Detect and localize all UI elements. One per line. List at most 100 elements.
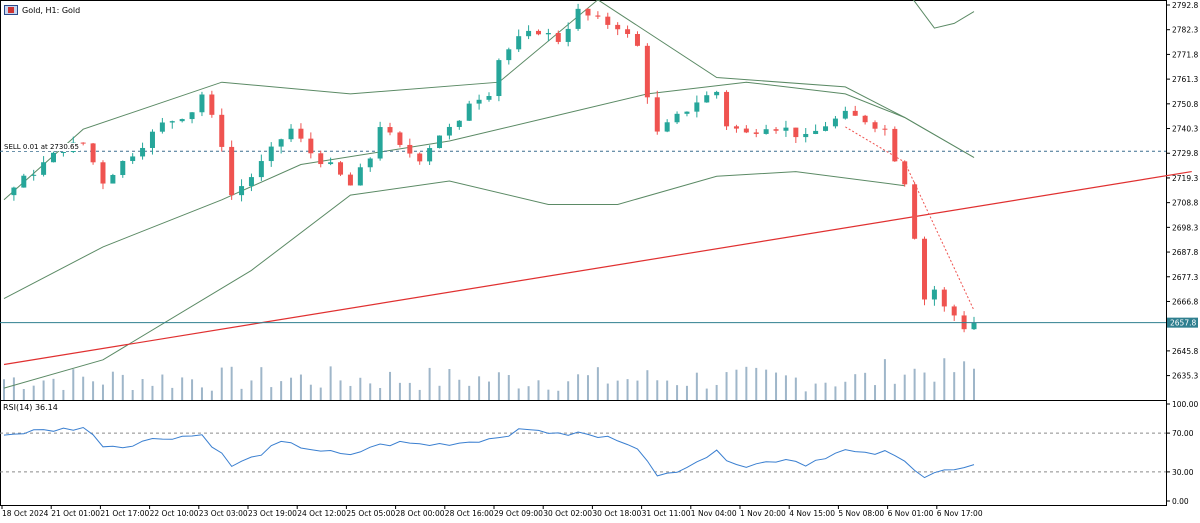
candle-body — [476, 99, 482, 104]
y-tick-label: 2750.8 — [1172, 100, 1198, 109]
y-tick-label: 2740.3 — [1172, 125, 1198, 134]
candle-body — [387, 127, 393, 133]
candle-body — [41, 162, 47, 175]
candle-body — [120, 161, 126, 176]
candle-body — [506, 49, 512, 61]
candle-body — [338, 162, 344, 175]
band-lower-line — [3, 171, 905, 389]
candle-body — [733, 126, 739, 129]
rsi-y-tick-label: 70.00 — [1172, 429, 1194, 438]
x-tick-label: 6 Nov 17:00 — [937, 509, 983, 518]
candle-body — [248, 177, 254, 187]
candle-body — [328, 162, 334, 165]
candle-body — [625, 29, 631, 35]
candle-body — [902, 161, 908, 185]
x-tick-label: 5 Nov 08:00 — [838, 509, 884, 518]
candle-body — [823, 126, 829, 131]
current-price-label: 2657.8 — [1170, 319, 1196, 328]
rsi-panel-frame — [0, 400, 1167, 506]
candle-body — [575, 8, 581, 29]
y-tick-label: 2666.8 — [1172, 297, 1198, 306]
x-tick-label: 28 Oct 16:00 — [445, 509, 494, 518]
candle-body — [545, 33, 551, 35]
candle-body — [377, 127, 383, 159]
y-tick-label: 2677.3 — [1172, 273, 1198, 282]
candle-body — [288, 128, 294, 140]
candle-body — [951, 306, 957, 316]
x-tick-label: 22 Oct 10:00 — [150, 509, 199, 518]
candle-body — [644, 45, 650, 98]
candle-body — [585, 8, 591, 16]
rsi-indicator-label: RSI(14) 36.14 — [3, 403, 58, 412]
y-tick-label: 2729.8 — [1172, 149, 1198, 158]
candle-body — [743, 128, 749, 133]
candle-body — [595, 15, 601, 17]
x-tick-label: 21 Oct 01:00 — [51, 509, 100, 518]
candle-body — [526, 30, 532, 37]
candle-body — [753, 132, 759, 134]
rsi-y-tick-label: 30.00 — [1172, 468, 1194, 477]
candle-body — [60, 151, 66, 153]
candle-body — [803, 133, 809, 138]
candle-body — [278, 139, 284, 147]
candle-body — [852, 110, 858, 116]
candle-body — [674, 113, 680, 123]
candle-body — [704, 95, 710, 103]
candle-body — [90, 143, 96, 163]
y-tick-label: 2761.3 — [1172, 75, 1198, 84]
candle-body — [149, 131, 155, 148]
candle-body — [427, 148, 433, 162]
x-tick-label: 1 Nov 04:00 — [691, 509, 737, 518]
candle-body — [417, 153, 423, 162]
x-tick-label: 23 Oct 19:00 — [248, 509, 297, 518]
candle-body — [407, 144, 413, 154]
candle-body — [813, 130, 819, 134]
x-tick-label: 31 Oct 11:00 — [642, 509, 691, 518]
candle-body — [783, 127, 789, 131]
y-tick-label: 2782.3 — [1172, 26, 1198, 35]
chart-symbol-icon — [4, 5, 18, 15]
candle-body — [466, 103, 472, 121]
y-tick-label: 2792.8 — [1172, 1, 1198, 10]
candle-body — [605, 16, 611, 25]
candle-body — [516, 36, 522, 50]
y-tick-label: 2698.3 — [1172, 223, 1198, 232]
x-tick-label: 1 Nov 20:00 — [740, 509, 786, 518]
candle-body — [555, 33, 561, 42]
candle-body — [21, 175, 27, 188]
sell-order-label[interactable]: SELL 0.01 at 2730.65 — [3, 143, 80, 151]
y-tick-label: 2708.8 — [1172, 199, 1198, 208]
candle-body — [209, 94, 215, 115]
candle-body — [694, 102, 700, 112]
candle-body — [130, 156, 136, 162]
candle-body — [159, 122, 165, 132]
y-tick-label: 2687.8 — [1172, 248, 1198, 257]
candle-body — [268, 146, 274, 162]
candle-body — [437, 135, 443, 149]
candle-body — [773, 129, 779, 131]
candle-body — [971, 323, 977, 330]
candle-body — [367, 158, 373, 168]
candle-body — [565, 28, 571, 42]
band-middle-line — [3, 81, 975, 300]
x-tick-label: 30 Oct 02:00 — [543, 509, 592, 518]
x-tick-label: 6 Nov 01:00 — [888, 509, 934, 518]
y-tick-label: 2635.3 — [1172, 372, 1198, 381]
candle-body — [140, 147, 146, 157]
candle-body — [892, 128, 898, 162]
candle-body — [199, 94, 205, 113]
candle-body — [347, 174, 353, 186]
candle-body — [258, 161, 264, 178]
x-tick-label: 23 Oct 03:00 — [199, 509, 248, 518]
candle-body — [882, 128, 888, 130]
x-tick-label: 28 Oct 00:00 — [396, 509, 445, 518]
trendline — [3, 170, 1192, 366]
main-panel-frame — [0, 0, 1167, 401]
candle-body — [832, 118, 838, 127]
candle-body — [922, 238, 928, 300]
candle-body — [724, 91, 730, 127]
candle-body — [872, 122, 878, 129]
x-tick-label: 25 Oct 05:00 — [346, 509, 395, 518]
rsi-y-tick-label: 0.00 — [1172, 497, 1189, 506]
